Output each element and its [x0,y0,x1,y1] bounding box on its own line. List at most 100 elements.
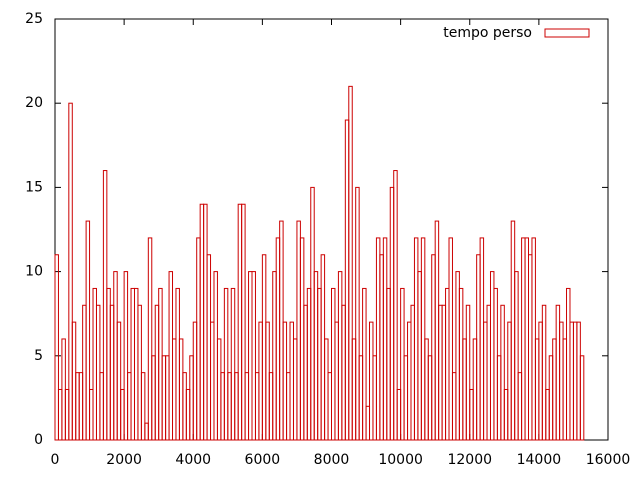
legend-label: tempo perso [443,25,532,41]
bar [241,203,246,441]
bar [178,338,184,441]
bar [320,254,326,441]
bar [552,338,557,441]
bar [313,271,319,441]
bar [64,388,70,441]
bar [427,355,433,441]
bar [528,254,533,441]
bar [410,304,415,441]
bar [524,237,530,441]
bar [514,271,519,441]
bar [496,355,502,441]
bar [223,287,229,441]
bar [151,355,156,441]
y-tick-label: 10 [25,264,43,280]
bar [465,304,471,441]
bar [566,287,571,441]
bar [227,372,232,441]
bar [386,287,391,441]
x-tick-label: 4000 [175,452,211,468]
bar [365,405,371,441]
y-tick-label: 5 [34,348,43,364]
bar [538,321,543,441]
bar [133,287,139,441]
bar [61,338,66,441]
bar [362,287,367,441]
bar [165,355,170,441]
bar [286,372,291,441]
bar [279,220,284,441]
bar [407,321,412,441]
bar [469,388,474,441]
bar [413,237,419,441]
bar [54,254,59,441]
bar [140,372,146,441]
bar [71,321,77,441]
bar [303,304,308,441]
bar [189,355,194,441]
bar [448,237,453,441]
bar [154,304,160,441]
bar [489,271,495,441]
bar [127,372,132,441]
bar [192,321,198,441]
bar [275,237,281,441]
bar [507,321,512,441]
bar [237,203,243,441]
bar [120,388,125,441]
bar [382,237,388,441]
bar [493,287,498,441]
bar [331,287,336,441]
bar [403,355,409,441]
y-tick-label: 20 [25,95,43,111]
x-tick-label: 6000 [245,452,281,468]
bar [196,237,201,441]
x-tick-label: 12000 [447,452,492,468]
bar [296,220,301,441]
bar [234,372,239,441]
bar [503,388,509,441]
bar [168,271,174,441]
bar [348,85,353,441]
bar [451,372,457,441]
bar [517,372,523,441]
bar [462,338,467,441]
bar [393,170,398,441]
y-tick-label: 25 [25,11,43,27]
bar [434,220,440,441]
bar [555,304,561,441]
bar [203,203,208,441]
bar [185,388,191,441]
bar [438,304,443,441]
y-tick-label: 15 [25,179,43,195]
bar [576,321,581,441]
bar [68,102,73,441]
bar [220,372,225,441]
bar [569,321,574,441]
bar [355,186,360,441]
bar [400,287,405,441]
bar [272,271,277,441]
x-tick-label: 0 [51,452,60,468]
bar [182,372,187,441]
bar [78,372,84,441]
bar [199,203,205,441]
bar [102,170,108,441]
bar [327,372,333,441]
bar [431,254,436,441]
bar [541,304,547,441]
bar [534,338,540,441]
bar [500,304,505,441]
bar [521,237,526,441]
bar [324,338,329,441]
bar [282,321,288,441]
bar [106,287,111,441]
bar [99,372,104,441]
x-tick-label: 2000 [106,452,142,468]
bar [299,237,305,441]
bar [254,372,260,441]
bar [210,321,215,441]
bar [206,254,212,441]
bar [130,287,135,441]
